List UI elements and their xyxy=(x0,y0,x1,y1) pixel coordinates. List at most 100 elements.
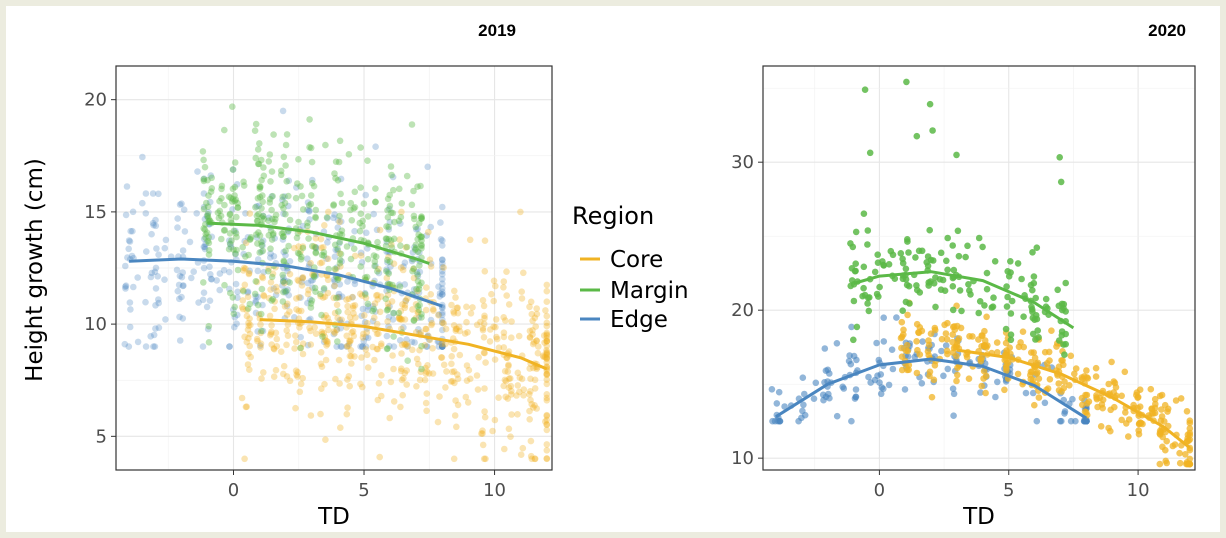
data-point xyxy=(397,220,404,227)
data-point xyxy=(273,287,281,295)
data-point xyxy=(1029,286,1036,294)
data-point xyxy=(218,182,226,190)
data-point xyxy=(402,297,410,304)
data-point xyxy=(333,264,341,271)
data-point xyxy=(347,255,355,263)
data-point xyxy=(383,235,390,243)
data-point xyxy=(888,346,896,354)
data-point xyxy=(204,176,211,184)
data-point xyxy=(386,414,394,422)
data-point xyxy=(505,301,513,308)
data-point xyxy=(902,347,910,354)
series-points-core xyxy=(238,208,551,463)
data-point xyxy=(336,293,343,301)
data-point xyxy=(332,174,339,182)
data-point xyxy=(330,294,338,302)
data-point xyxy=(317,259,324,267)
data-point xyxy=(463,362,471,369)
data-point xyxy=(416,346,423,354)
data-point xyxy=(208,174,215,182)
data-point xyxy=(257,183,264,191)
data-point xyxy=(155,299,162,307)
data-point xyxy=(252,154,259,162)
panel-border xyxy=(762,65,1196,471)
data-point xyxy=(1062,330,1069,338)
data-point xyxy=(179,315,187,322)
data-point xyxy=(271,218,278,226)
data-point xyxy=(299,275,307,282)
data-point xyxy=(543,281,551,289)
data-point xyxy=(1008,297,1016,305)
data-point xyxy=(343,343,351,350)
data-point xyxy=(204,211,212,218)
data-point xyxy=(965,281,972,288)
data-point xyxy=(336,230,344,238)
data-point xyxy=(975,336,982,343)
data-point xyxy=(356,227,364,235)
data-point xyxy=(282,210,289,218)
trend-line-edge xyxy=(775,357,1088,420)
data-point xyxy=(1056,154,1063,161)
data-point xyxy=(387,163,395,170)
data-point xyxy=(450,310,458,317)
data-point xyxy=(389,173,397,181)
data-point xyxy=(1118,416,1125,424)
data-point xyxy=(864,241,871,248)
data-point xyxy=(404,295,411,302)
data-point xyxy=(334,338,341,345)
data-point xyxy=(364,364,372,371)
data-point xyxy=(320,285,328,292)
data-point xyxy=(142,298,149,306)
data-point xyxy=(325,326,332,334)
data-point xyxy=(251,127,259,134)
data-point xyxy=(268,193,276,200)
data-point xyxy=(486,338,494,345)
data-point xyxy=(502,377,510,385)
data-point xyxy=(384,207,391,214)
data-point xyxy=(265,265,273,272)
data-point xyxy=(311,324,319,331)
data-point xyxy=(208,233,216,241)
data-point xyxy=(1176,459,1184,467)
data-point xyxy=(860,284,867,292)
data-point xyxy=(481,314,488,322)
data-point xyxy=(812,379,820,387)
data-point xyxy=(401,301,409,309)
data-point xyxy=(409,267,416,275)
data-point xyxy=(362,346,370,353)
data-point xyxy=(1035,394,1043,401)
data-point xyxy=(330,214,337,222)
data-point xyxy=(528,310,536,318)
data-point xyxy=(526,391,533,398)
data-point xyxy=(885,261,893,268)
data-point xyxy=(371,258,379,265)
data-point xyxy=(899,255,906,263)
data-point xyxy=(200,243,208,251)
data-point xyxy=(383,307,391,314)
data-point xyxy=(260,164,267,171)
data-point xyxy=(1027,375,1035,383)
data-point xyxy=(500,329,508,337)
data-point xyxy=(333,294,340,302)
data-point xyxy=(338,199,346,207)
data-point xyxy=(334,245,341,253)
data-point xyxy=(412,246,419,253)
data-point xyxy=(480,455,488,463)
data-point xyxy=(375,380,383,387)
data-point xyxy=(963,353,971,361)
data-point xyxy=(800,401,807,409)
data-point xyxy=(312,214,320,222)
data-point xyxy=(125,343,133,350)
data-point xyxy=(1029,314,1037,322)
data-point xyxy=(451,412,459,419)
data-point xyxy=(155,251,162,258)
data-point xyxy=(347,206,354,214)
data-point xyxy=(336,212,343,220)
data-point xyxy=(278,230,286,237)
data-point xyxy=(1031,354,1039,362)
data-point xyxy=(317,410,324,418)
data-point xyxy=(1121,368,1129,376)
data-point xyxy=(304,255,311,262)
data-point xyxy=(399,301,406,308)
data-point xyxy=(439,242,446,249)
